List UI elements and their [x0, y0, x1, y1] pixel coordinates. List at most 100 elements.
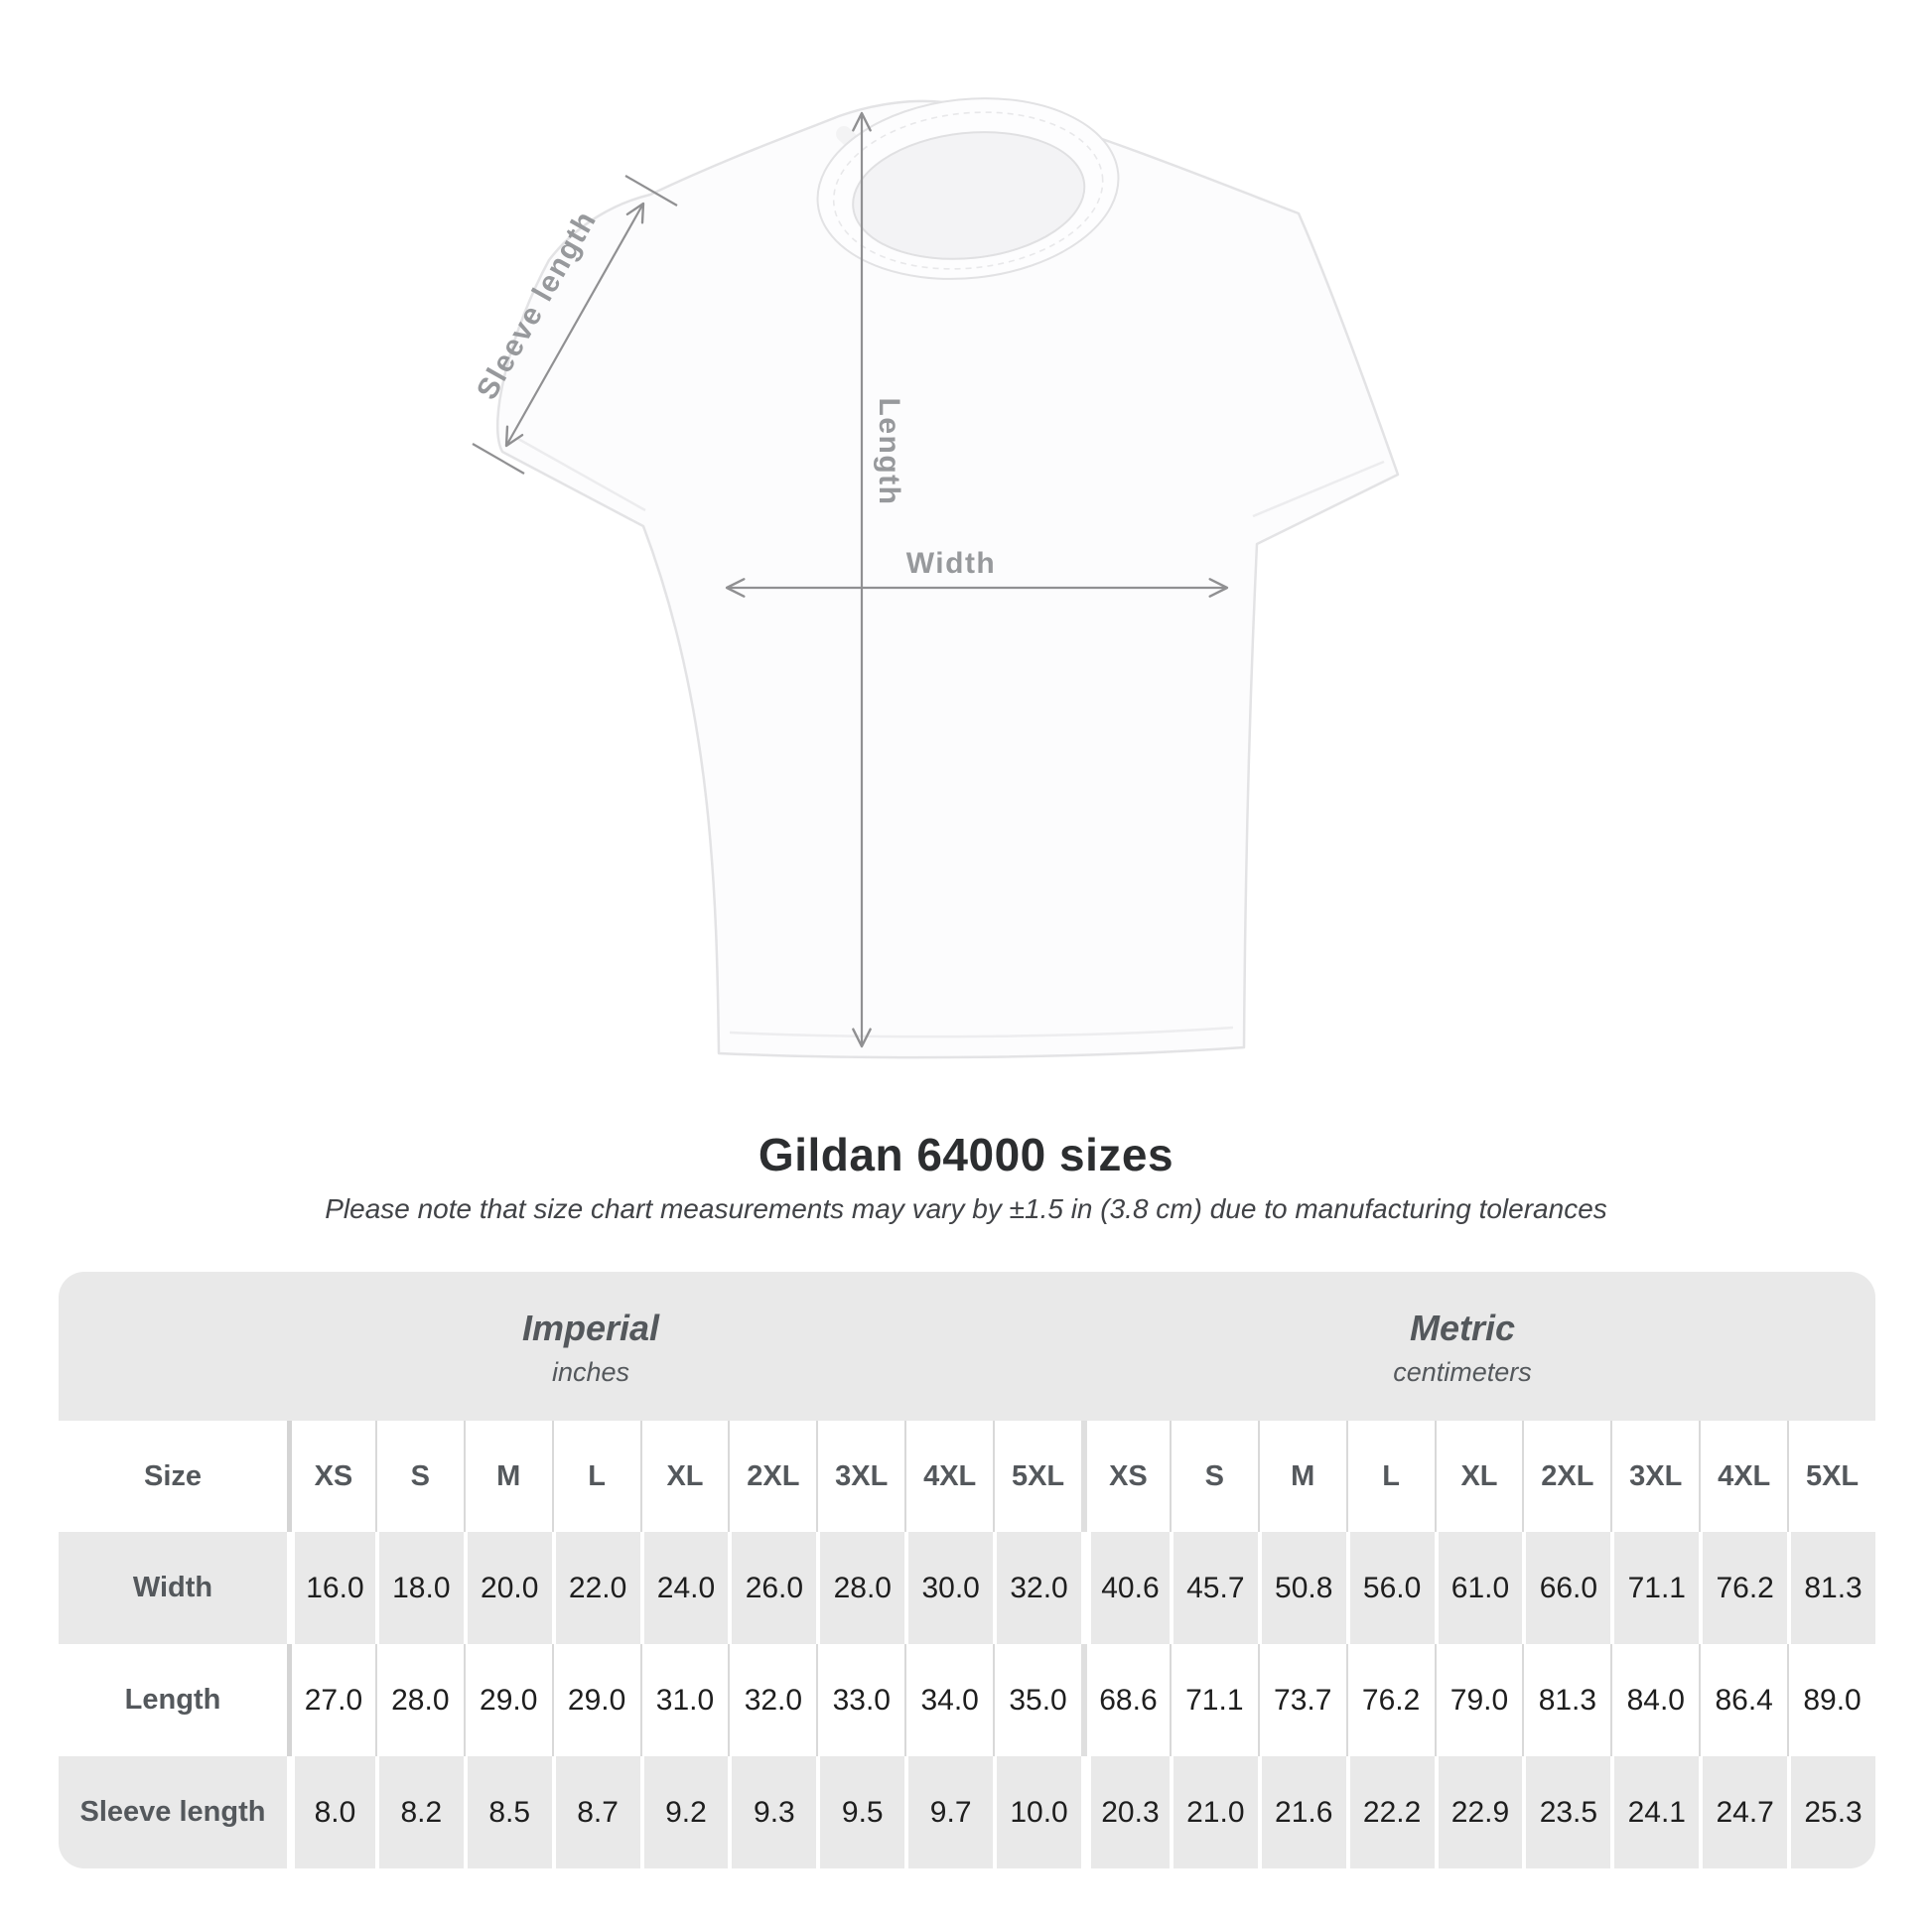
value-cell: 73.7: [1257, 1644, 1346, 1756]
value-cell: 33.0: [816, 1644, 905, 1756]
unit-header-band: Imperial inches Metric centimeters: [59, 1272, 1875, 1421]
value-cell: 81.3: [1787, 1532, 1875, 1644]
value-cell: 24.7: [1699, 1756, 1788, 1868]
size-header-imperial: 2XL: [728, 1421, 817, 1532]
size-table-body: Size XS S M L XL 2XL 3XL 4XL 5XL XS S M L XL 2XL 3XL 4XL 5…: [59, 1421, 1875, 1868]
metric-label: Metric: [1409, 1308, 1516, 1348]
value-cell: 26.0: [728, 1532, 817, 1644]
value-cell: 81.3: [1522, 1644, 1611, 1756]
value-cell: 10.0: [993, 1756, 1081, 1868]
size-header-imperial: 3XL: [816, 1421, 905, 1532]
value-cell: 27.0: [287, 1644, 375, 1756]
measure-row: Length 27.0 28.0 29.0 29.0 31.0 32.0 33.0 34.0 35…: [59, 1644, 1875, 1756]
sleeve-arrow-tick-bottom: [472, 443, 525, 475]
measurement-annotations: [472, 111, 1229, 1048]
value-cell: 22.9: [1434, 1756, 1523, 1868]
value-cell: 21.6: [1257, 1756, 1346, 1868]
tolerance-note: Please note that size chart measurements…: [325, 1193, 1607, 1224]
size-header-metric: 2XL: [1522, 1421, 1611, 1532]
value-cell: 66.0: [1522, 1532, 1611, 1644]
value-cell: 29.0: [463, 1644, 552, 1756]
value-cell: 84.0: [1610, 1644, 1700, 1756]
size-header-metric: 5XL: [1787, 1421, 1875, 1532]
imperial-group-header: Imperial inches: [522, 1308, 659, 1389]
size-header-imperial: XS: [287, 1421, 375, 1532]
value-cell: 18.0: [374, 1532, 464, 1644]
size-col-label: Size: [59, 1421, 287, 1532]
value-cell: 8.2: [374, 1756, 464, 1868]
size-header-imperial: S: [374, 1421, 464, 1532]
value-cell: 21.0: [1169, 1756, 1258, 1868]
page-title: Gildan 64000 sizes: [758, 1129, 1174, 1180]
value-cell: 34.0: [904, 1644, 994, 1756]
value-cell: 23.5: [1522, 1756, 1611, 1868]
value-cell: 71.1: [1169, 1644, 1258, 1756]
value-cell: 8.5: [463, 1756, 552, 1868]
value-cell: 56.0: [1345, 1532, 1435, 1644]
imperial-unit: inches: [551, 1357, 630, 1387]
value-cell: 30.0: [904, 1532, 994, 1644]
measure-label: Sleeve length: [59, 1756, 287, 1868]
value-cell: 79.0: [1434, 1644, 1523, 1756]
value-cell: 24.0: [639, 1532, 729, 1644]
value-cell: 32.0: [728, 1644, 817, 1756]
size-header-metric: 4XL: [1699, 1421, 1788, 1532]
value-cell: 9.7: [904, 1756, 994, 1868]
value-cell: 28.0: [374, 1644, 464, 1756]
size-header-metric: M: [1257, 1421, 1346, 1532]
size-table: Imperial inches Metric centimeters Size X…: [59, 1272, 1875, 1868]
value-cell: 76.2: [1345, 1644, 1435, 1756]
value-cell: 9.2: [639, 1756, 729, 1868]
size-header-imperial: L: [551, 1421, 640, 1532]
collar: [816, 97, 1120, 280]
value-cell: 25.3: [1787, 1756, 1875, 1868]
size-header-metric: S: [1169, 1421, 1258, 1532]
left-sleeve-hem: [517, 437, 646, 512]
value-cell: 76.2: [1699, 1532, 1788, 1644]
right-sleeve-hem: [1252, 460, 1385, 518]
size-header-imperial: XL: [639, 1421, 729, 1532]
value-cell: 24.1: [1610, 1756, 1700, 1868]
value-cell: 22.0: [551, 1532, 640, 1644]
measure-label: Width: [59, 1532, 287, 1644]
measure-row: Width 16.0 18.0 20.0 22.0 24.0 26.0 28.0 30.0 32.…: [59, 1532, 1875, 1644]
value-cell: 71.1: [1610, 1532, 1700, 1644]
value-cell: 8.0: [287, 1756, 375, 1868]
metric-group-header: Metric centimeters: [1393, 1308, 1532, 1389]
value-cell: 8.7: [551, 1756, 640, 1868]
sleeve-arrow: [504, 202, 645, 448]
size-header-metric: XS: [1080, 1421, 1170, 1532]
size-header-metric: 3XL: [1610, 1421, 1700, 1532]
value-cell: 45.7: [1169, 1532, 1258, 1644]
value-cell: 22.2: [1345, 1756, 1435, 1868]
value-cell: 61.0: [1434, 1532, 1523, 1644]
size-header-imperial: 4XL: [904, 1421, 994, 1532]
value-cell: 50.8: [1257, 1532, 1346, 1644]
value-cell: 68.6: [1080, 1644, 1170, 1756]
value-cell: 20.3: [1080, 1756, 1170, 1868]
value-cell: 32.0: [993, 1532, 1081, 1644]
value-cell: 35.0: [993, 1644, 1081, 1756]
size-header-metric: L: [1345, 1421, 1435, 1532]
measure-label: Length: [59, 1644, 287, 1756]
tshirt-diagram: Width Length Sleeve length: [471, 97, 1400, 1059]
size-header-imperial: M: [463, 1421, 552, 1532]
value-cell: 89.0: [1787, 1644, 1875, 1756]
value-cell: 86.4: [1699, 1644, 1788, 1756]
value-cell: 29.0: [551, 1644, 640, 1756]
value-cell: 9.5: [816, 1756, 905, 1868]
value-cell: 40.6: [1080, 1532, 1170, 1644]
size-header-row: Size XS S M L XL 2XL 3XL 4XL 5XL XS S M L XL 2XL 3XL 4XL 5…: [59, 1421, 1875, 1532]
sleeve-arrow-tick-top: [624, 175, 678, 207]
value-cell: 9.3: [728, 1756, 817, 1868]
metric-unit: centimeters: [1393, 1357, 1532, 1387]
value-cell: 16.0: [287, 1532, 375, 1644]
length-label: Length: [873, 398, 905, 506]
value-cell: 28.0: [816, 1532, 905, 1644]
value-cell: 31.0: [639, 1644, 729, 1756]
measure-row: Sleeve length 8.0 8.2 8.5 8.7 9.2 9.3 9.5 9.7 10.…: [59, 1756, 1875, 1868]
bottom-hem: [729, 1026, 1234, 1038]
value-cell: 20.0: [463, 1532, 552, 1644]
width-label: Width: [906, 547, 997, 580]
